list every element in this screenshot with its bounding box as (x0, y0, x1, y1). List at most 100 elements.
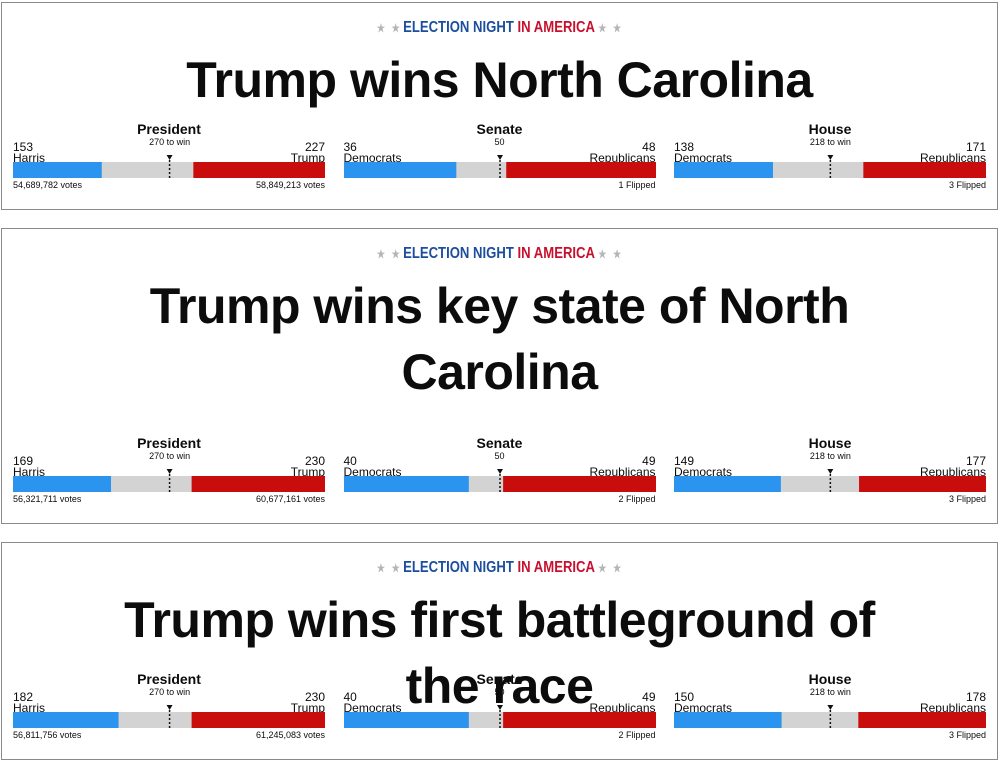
banner-inner: ELECTION NIGHT IN AMERICA (374, 19, 625, 37)
banner-text: ELECTION NIGHT (403, 559, 515, 576)
seat-bar (13, 469, 325, 492)
right-note: 2 Flipped (618, 494, 656, 504)
left-bar (343, 476, 469, 492)
right-count: 230 (304, 690, 325, 704)
left-note: 54,689,782 votes (13, 180, 83, 190)
banner: ELECTION NIGHT IN AMERICA (2, 559, 997, 577)
banner-text: IN AMERICA (517, 559, 596, 576)
races: President 169 Harris 230 Trump 270 to win 56,3… (13, 435, 986, 515)
threshold-marker (827, 469, 834, 474)
left-count: 169 (13, 454, 34, 468)
left-bar (13, 476, 112, 492)
race-title: House (808, 435, 852, 451)
race-title: President (137, 671, 201, 687)
seat-bar (674, 705, 986, 728)
right-name: Republicans (589, 151, 656, 165)
left-count: 153 (13, 140, 34, 154)
seat-bar (343, 705, 656, 728)
race-title: House (808, 671, 852, 687)
left-count: 40 (343, 690, 357, 704)
right-name: Republicans (919, 151, 986, 165)
race-widget: House 150 Democrats 178 Republicans 218 to wi… (674, 671, 986, 751)
race-title: Senate (476, 435, 523, 451)
race-widget: House 138 Democrats 171 Republicans 218 to wi… (674, 121, 986, 201)
banner-text: IN AMERICA (517, 245, 596, 262)
left-bar (674, 162, 773, 178)
threshold-marker (166, 155, 173, 160)
star (613, 248, 622, 259)
banner: ELECTION NIGHT IN AMERICA (2, 19, 997, 37)
threshold-label: 270 to win (149, 451, 191, 461)
threshold-marker (496, 705, 503, 710)
threshold-marker (496, 155, 503, 160)
star (377, 562, 386, 573)
right-note: 3 Flipped (948, 180, 986, 190)
right-bar (505, 162, 656, 178)
left-note: 56,811,756 votes (13, 730, 82, 740)
panel: ELECTION NIGHT IN AMERICA Trump wins key … (1, 228, 998, 524)
star-shape (613, 248, 622, 259)
race-title: President (137, 435, 201, 451)
right-name: Trump (290, 701, 325, 715)
threshold-marker (827, 155, 834, 160)
seat-bar (13, 155, 325, 178)
right-name: Republicans (589, 465, 656, 479)
right-count: 178 (965, 690, 986, 704)
left-name: Harris (13, 465, 45, 479)
left-name: Democrats (343, 465, 402, 479)
race-title: House (808, 121, 852, 137)
race-title: President (137, 121, 201, 137)
left-bar (343, 712, 469, 728)
threshold-label: 50 (494, 687, 505, 697)
left-count: 40 (343, 454, 357, 468)
left-bar (13, 162, 102, 178)
right-bar (191, 476, 325, 492)
right-note: 61,245,083 votes (255, 730, 325, 740)
star-shape (598, 22, 607, 33)
star-shape (613, 22, 622, 33)
right-name: Republicans (919, 701, 986, 715)
left-count: 138 (674, 140, 695, 154)
star-shape (377, 248, 386, 259)
left-count: 36 (343, 140, 357, 154)
left-bar (674, 476, 781, 492)
race-widget: Senate 40 Democrats 49 Republicans 50 2 Flippe… (343, 435, 656, 515)
star (613, 22, 622, 33)
banner-inner: ELECTION NIGHT IN AMERICA (374, 559, 625, 577)
right-note: 58,849,213 votes (255, 180, 325, 190)
star (377, 248, 386, 259)
right-note: 3 Flipped (948, 730, 986, 740)
left-name: Democrats (674, 701, 733, 715)
star (377, 22, 386, 33)
star-shape (377, 22, 386, 33)
right-note: 1 Flipped (618, 180, 656, 190)
left-name: Harris (13, 701, 45, 715)
star (598, 562, 607, 573)
right-count: 49 (642, 690, 656, 704)
right-bar (502, 476, 656, 492)
seat-bar (343, 469, 656, 492)
right-name: Republicans (589, 701, 656, 715)
left-note: 56,321,711 votes (13, 494, 82, 504)
panel: ELECTION NIGHT IN AMERICA Trump wins Nort… (1, 2, 998, 210)
banner-text: IN AMERICA (517, 19, 596, 36)
star-shape (598, 562, 607, 573)
threshold-label: 218 to win (809, 451, 851, 461)
threshold-label: 218 to win (809, 687, 851, 697)
right-count: 48 (642, 140, 656, 154)
seat-bar (343, 155, 656, 178)
threshold-label: 218 to win (809, 137, 851, 147)
seat-bar (674, 155, 986, 178)
star-shape (392, 248, 401, 259)
star-shape (392, 22, 401, 33)
threshold-label: 50 (494, 137, 505, 147)
race-widget: Senate 36 Democrats 48 Republicans 50 1 Flippe… (343, 121, 656, 201)
races: President 182 Harris 230 Trump 270 to win 56,8… (13, 671, 986, 751)
star (598, 248, 607, 259)
right-note: 60,677,161 votes (255, 494, 325, 504)
headline: Trump wins first battleground of the rac… (124, 592, 875, 714)
left-count: 150 (674, 690, 695, 704)
left-name: Democrats (343, 151, 402, 165)
left-name: Harris (13, 151, 45, 165)
